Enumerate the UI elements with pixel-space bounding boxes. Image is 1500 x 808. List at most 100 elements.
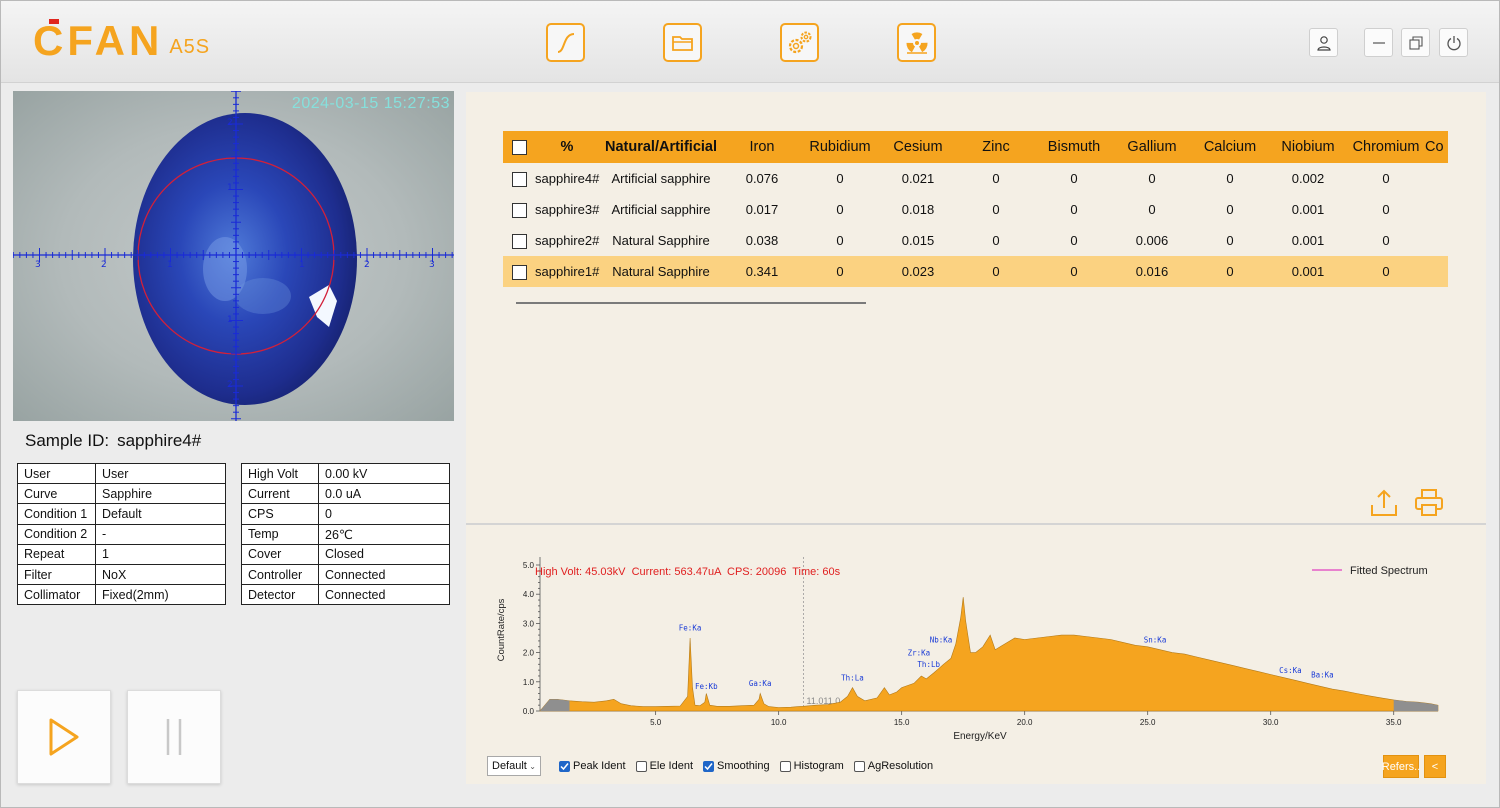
option-label: AgResolution	[867, 760, 934, 772]
option-label: Histogram	[793, 760, 844, 772]
camera-view[interactable]: 3 2 1 1 2 3 2 1 1 2 2024-03-15 15:27:53	[13, 91, 454, 421]
export-icon[interactable]	[1369, 488, 1399, 518]
minimize-icon	[1372, 41, 1385, 44]
classification-cell: Artificial sapphire	[611, 202, 711, 217]
column-header[interactable]: Natural/Artificial	[599, 131, 723, 163]
option-checkbox[interactable]: Peak Ident	[559, 760, 626, 772]
y-tick-label: 4.0	[523, 590, 535, 599]
column-header[interactable]: Bismuth	[1035, 131, 1113, 163]
y-tick-label: 5.0	[523, 561, 535, 570]
curve-button[interactable]	[546, 23, 585, 62]
camera-image: 3 2 1 1 2 3 2 1 1 2	[13, 91, 454, 421]
column-header[interactable]: Cesium	[879, 131, 957, 163]
table-horizontal-scrollbar[interactable]	[516, 302, 866, 304]
option-checkbox[interactable]: AgResolution	[853, 760, 934, 772]
info-value: 0.00 kV	[318, 462, 450, 485]
x-tick-label: 5.0	[650, 718, 662, 727]
info-label: Controller	[241, 563, 319, 586]
sample-name-cell: sapphire1#	[535, 256, 599, 287]
classification-cell: Natural Sapphire	[599, 256, 723, 287]
column-header[interactable]: Rubidium	[801, 131, 879, 163]
power-button[interactable]	[1439, 28, 1468, 57]
y-tick-label: 3.0	[523, 619, 535, 628]
select-all-checkbox[interactable]	[503, 131, 535, 163]
result-row[interactable]: sapphire2# Natural Sapphire 0.038 0 0.015 0 0 0…	[503, 225, 1448, 256]
element-value-cell	[1425, 194, 1448, 225]
element-value-cell: 0	[992, 233, 1000, 248]
refers-button[interactable]: Refers..	[1382, 755, 1420, 778]
row-checkbox[interactable]	[503, 163, 535, 194]
option-checkbox[interactable]: Smoothing	[703, 760, 770, 772]
radiation-icon	[905, 31, 928, 54]
camera-tick-x: 3	[429, 260, 435, 270]
result-row[interactable]: sapphire3# Artificial sapphire 0.017 0 0.018…	[503, 194, 1448, 225]
gears-icon	[788, 31, 811, 53]
spectrum-chart[interactable]: 0.0 1.0 2.0 3.0 4.0 5.0 5.0 10.0 15.0 20.0 25.0 30.…	[480, 545, 1440, 745]
start-button[interactable]	[17, 690, 111, 784]
panel-divider[interactable]	[466, 523, 1486, 525]
x-axis-label: Energy/KeV	[953, 731, 1007, 742]
info-row: Condition 1 Default	[17, 503, 226, 525]
element-value-cell: 0	[1191, 256, 1269, 287]
option-checkbox[interactable]: Histogram	[779, 760, 844, 772]
option-checkbox[interactable]: Ele Ident	[635, 760, 693, 772]
user-button[interactable]	[1309, 28, 1338, 57]
column-header[interactable]: Iron	[723, 131, 801, 163]
column-header[interactable]: Co	[1425, 131, 1448, 163]
restore-button[interactable]	[1401, 28, 1430, 57]
element-value-cell: 0	[957, 256, 1035, 287]
element-value-cell: 0.001	[1291, 202, 1325, 217]
info-label: Collimator	[17, 584, 96, 606]
column-header[interactable]: %	[535, 131, 599, 163]
column-header[interactable]: Calcium	[1191, 131, 1269, 163]
print-icon[interactable]	[1414, 488, 1444, 518]
result-row[interactable]: sapphire4# Artificial sapphire 0.076 0 0.021…	[503, 163, 1448, 194]
element-value-cell: 0	[1148, 171, 1156, 186]
info-row: Detector Connected	[241, 584, 450, 606]
logo-accent	[49, 19, 59, 24]
row-checkbox[interactable]	[503, 256, 535, 287]
element-value-cell: 0.076	[745, 171, 779, 186]
y-tick-label: 1.0	[523, 678, 535, 687]
element-value-cell: 0	[1382, 171, 1390, 186]
minimize-button[interactable]	[1364, 28, 1393, 57]
open-file-button[interactable]	[663, 23, 702, 62]
info-row: Current 0.0 uA	[241, 483, 450, 505]
result-row[interactable]: sapphire1# Natural Sapphire 0.341 0 0.023 0 0 0…	[503, 256, 1448, 287]
column-header[interactable]: Chromium	[1347, 131, 1425, 163]
info-value: NoX	[95, 563, 226, 586]
column-header[interactable]: Zinc	[957, 131, 1035, 163]
camera-tick-x: 1	[167, 260, 173, 270]
element-value-cell: 0.002	[1291, 171, 1325, 186]
info-value: Closed	[318, 543, 450, 565]
header: CFAN A5S	[1, 1, 1499, 83]
results-header-row: % Natural/Artificial Iron Rubidium Cesiu…	[503, 131, 1448, 163]
pause-button[interactable]	[127, 690, 221, 784]
info-table-left: User User Curve Sapphire Condition 1 Default C…	[17, 462, 226, 606]
x-tick-label: 35.0	[1386, 718, 1402, 727]
info-value: User	[95, 462, 226, 485]
row-checkbox[interactable]	[503, 225, 535, 256]
mode-select[interactable]: Default ⌄	[487, 756, 541, 776]
radiation-button[interactable]	[897, 23, 936, 62]
sample-id-value: sapphire4#	[117, 431, 202, 450]
settings-button[interactable]	[780, 23, 819, 62]
info-label: Condition 1	[17, 503, 96, 525]
row-checkbox[interactable]	[503, 194, 535, 225]
spectrum-area	[539, 597, 1439, 712]
info-value: Default	[95, 503, 226, 525]
check-icon	[703, 760, 715, 772]
element-value-cell: 0	[836, 233, 844, 248]
column-header[interactable]: Gallium	[1113, 131, 1191, 163]
element-value-cell: 0	[1226, 233, 1234, 248]
collapse-button[interactable]: <	[1424, 755, 1446, 778]
results-table[interactable]: % Natural/Artificial Iron Rubidium Cesiu…	[503, 131, 1448, 291]
logo: CFAN A5S	[33, 20, 210, 62]
y-axis-label: CountRate/cps	[496, 598, 507, 661]
info-label: CPS	[241, 503, 319, 525]
info-label: High Volt	[241, 462, 319, 485]
column-header[interactable]: Niobium	[1269, 131, 1347, 163]
element-value-cell: 0	[1382, 233, 1390, 248]
info-row: High Volt 0.00 kV	[241, 462, 450, 485]
element-value-cell: 0	[1070, 202, 1078, 217]
